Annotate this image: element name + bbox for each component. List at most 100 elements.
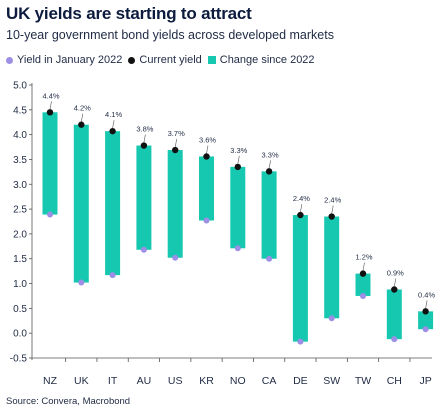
data-label-leader — [362, 262, 365, 271]
y-tick-label: 0.0 — [13, 329, 27, 340]
y-tick-label: -0.5 — [10, 354, 28, 365]
legend-swatch-jan2022 — [6, 56, 13, 64]
y-tick-label: 1.0 — [13, 279, 27, 290]
data-label-leader — [425, 300, 428, 309]
y-tick-label: 2.0 — [13, 229, 27, 240]
data-label: 3.8% — [136, 125, 153, 134]
x-tick-label: CH — [387, 375, 402, 387]
data-label: 1.2% — [355, 253, 372, 262]
data-label: 0.9% — [387, 269, 404, 278]
data-label-leader — [300, 203, 303, 213]
chart-source: Source: Convera, Macrobond — [6, 396, 131, 407]
current-point — [265, 168, 273, 175]
x-tick-label: KR — [199, 375, 214, 387]
jan2022-point — [172, 254, 179, 261]
x-tick-label: NZ — [43, 375, 58, 387]
jan2022-point — [297, 338, 304, 345]
x-tick-label: US — [168, 375, 183, 387]
chart-title: UK yields are starting to attract — [6, 4, 252, 23]
data-label-leader — [112, 120, 115, 129]
data-label-leader — [394, 278, 397, 287]
jan2022-point — [422, 326, 429, 333]
jan2022-point — [234, 245, 241, 252]
current-point — [391, 286, 398, 293]
jan2022-point — [109, 272, 116, 279]
y-tick-label: 3.5 — [13, 155, 27, 166]
legend-item-jan2022: Yield in January 2022 — [6, 54, 122, 66]
x-tick-label: CA — [262, 375, 277, 387]
data-label-leader — [81, 113, 84, 122]
change-bar — [105, 131, 121, 276]
jan2022-point — [391, 336, 398, 343]
data-label: 2.4% — [324, 196, 341, 205]
legend-swatch-change — [207, 56, 216, 64]
jan2022-point — [47, 211, 53, 218]
legend-item-current: Current yield — [128, 54, 202, 66]
jan2022-point — [203, 217, 210, 224]
current-point — [109, 127, 116, 135]
y-tick-label: 2.5 — [13, 205, 27, 216]
current-point — [172, 146, 179, 154]
data-label-leader — [174, 138, 177, 148]
data-label-leader — [206, 145, 209, 154]
change-bar — [261, 171, 277, 259]
legend-label-change: Change since 2022 — [219, 54, 315, 66]
x-tick-label: DE — [293, 375, 308, 387]
change-bar — [386, 289, 402, 340]
current-point — [78, 121, 85, 128]
current-point — [422, 308, 429, 315]
data-label: 2.4% — [293, 194, 310, 203]
change-bar — [292, 215, 308, 342]
current-point — [328, 213, 335, 220]
y-tick-label: 3.0 — [13, 180, 27, 191]
change-bar — [199, 156, 214, 221]
change-bar — [355, 273, 371, 296]
data-label-leader — [49, 101, 52, 110]
current-point — [46, 109, 54, 116]
y-tick-label: 1.5 — [13, 254, 27, 265]
data-label-leader — [268, 160, 271, 169]
jan2022-point — [328, 315, 335, 322]
jan2022-point — [360, 292, 366, 299]
y-tick-label: 4.0 — [13, 130, 27, 141]
jan2022-point — [266, 255, 273, 262]
change-bar — [418, 311, 434, 330]
y-tick-label: 4.5 — [13, 105, 27, 116]
data-label: 3.7% — [168, 129, 185, 138]
current-point — [359, 270, 367, 277]
x-tick-label: NO — [230, 375, 246, 387]
x-tick-label: SW — [323, 375, 340, 387]
jan2022-point — [78, 279, 85, 286]
legend-swatch-current — [128, 56, 136, 64]
y-tick-label: 5.0 — [13, 81, 27, 92]
change-bar — [136, 145, 152, 250]
data-label: 3.3% — [262, 150, 279, 159]
current-point — [297, 211, 304, 219]
data-label-leader — [237, 155, 240, 164]
jan2022-point — [140, 246, 147, 253]
change-bar — [42, 112, 58, 215]
x-tick-label: AU — [137, 375, 152, 387]
legend-label-jan2022: Yield in January 2022 — [17, 54, 123, 66]
chart-subtitle: 10-year government bond yields across de… — [6, 28, 334, 42]
current-point — [203, 153, 210, 160]
change-bar — [73, 124, 89, 283]
change-bar — [230, 166, 246, 249]
data-label: 4.2% — [74, 104, 91, 113]
data-label: 4.4% — [42, 91, 59, 100]
data-label: 4.1% — [105, 110, 122, 119]
current-point — [140, 142, 148, 149]
legend-item-change: Change since 2022 — [207, 54, 315, 66]
x-tick-label: JP — [419, 375, 431, 387]
data-label: 3.3% — [230, 146, 247, 155]
data-label: 3.6% — [199, 135, 216, 144]
data-label: 0.4% — [418, 290, 435, 299]
y-tick-label: 0.5 — [13, 304, 27, 315]
x-tick-label: UK — [74, 375, 89, 387]
x-tick-label: TW — [355, 375, 371, 387]
change-bar — [167, 150, 183, 258]
legend: Yield in January 2022 Current yield Chan… — [6, 54, 315, 66]
change-bar — [324, 216, 340, 319]
data-label-leader — [143, 134, 146, 143]
